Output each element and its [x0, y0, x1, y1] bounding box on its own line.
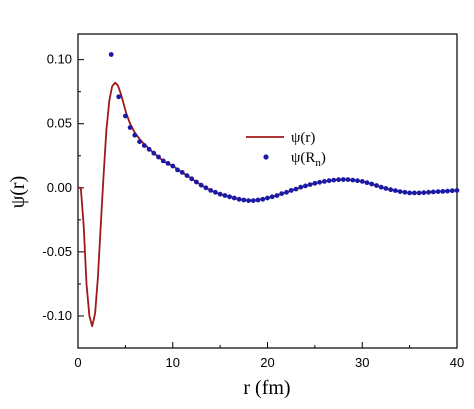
scatter-point-psi-rn [170, 163, 176, 169]
scatter-point-psi-rn [156, 154, 161, 160]
scatter-point-psi-rn [303, 183, 308, 189]
scatter-point-psi-rn [269, 194, 275, 200]
x-tick-label: 0 [74, 355, 81, 370]
scatter-point-psi-rn [241, 197, 247, 203]
scatter-point-psi-rn [116, 94, 122, 100]
scatter-point-psi-rn [449, 188, 455, 194]
scatter-point-psi-rn [160, 158, 166, 164]
scatter-point-psi-rn [322, 179, 327, 184]
legend-label-line: ψ(r) [291, 130, 315, 146]
legend-label-dots: ψ(Rn) [291, 150, 326, 169]
scatter-point-psi-rn [430, 189, 436, 195]
scatter-point-psi-rn [407, 190, 412, 196]
scatter-point-psi-rn [123, 113, 128, 119]
scatter-point-psi-rn [421, 190, 427, 196]
scatter-point-psi-rn [279, 191, 285, 197]
scatter-point-psi-rn [416, 190, 422, 196]
y-tick-label: -0.05 [42, 244, 72, 259]
scatter-point-psi-rn [227, 194, 233, 200]
y-tick-label: 0.05 [47, 116, 72, 131]
y-tick-label: -0.10 [42, 308, 72, 323]
scatter-point-psi-rn [345, 177, 351, 183]
scatter-point-psi-rn [236, 196, 242, 202]
scatter-point-psi-rn [165, 161, 171, 166]
scatter-point-psi-rn [132, 132, 138, 138]
legend-label-dots-sub: n [315, 157, 321, 169]
scatter-point-psi-rn [137, 139, 143, 145]
scatter-point-psi-rn [108, 52, 114, 57]
scatter-point-psi-rn [364, 180, 370, 186]
scatter-point-psi-rn [265, 195, 270, 201]
axes-group: 0 10 20 30 40 0.10 0.05 0.00 -0.05 -0.10 [42, 52, 464, 370]
scatter-point-psi-rn [151, 150, 157, 156]
scatter-point-psi-rn [326, 178, 332, 184]
legend-label-dots-suffix: ) [321, 150, 326, 166]
scatter-point-psi-rn [397, 189, 403, 195]
scatter-point-psi-rn [260, 196, 266, 202]
scatter-point-psi-rn [189, 176, 195, 182]
series-line-psi-r [78, 81, 458, 328]
scatter-point-psi-rn [350, 177, 356, 183]
scatter-point-psi-rn [250, 198, 256, 204]
scatter-point-psi-rn [307, 182, 313, 188]
scatter-point-psi-rn [203, 185, 209, 191]
scatter-point-psi-rn [231, 195, 237, 201]
y-tick-label: 0.00 [47, 180, 72, 195]
scatter-point-psi-rn [284, 189, 289, 195]
scatter-point-psi-rn [402, 189, 408, 195]
scatter-point-psi-rn [255, 197, 261, 203]
scatter-point-psi-rn [288, 188, 294, 193]
scatter-point-psi-rn [293, 186, 299, 192]
scatter-point-psi-rn [426, 189, 431, 195]
scatter-point-psi-rn [393, 188, 398, 194]
scatter-point-psi-rn [388, 187, 394, 193]
scatter-point-psi-rn [355, 178, 360, 184]
scatter-point-psi-rn [146, 146, 152, 152]
scatter-point-psi-rn [184, 173, 190, 179]
scatter-point-psi-rn [246, 198, 252, 204]
x-tick-label: 30 [355, 355, 369, 370]
scatter-point-psi-rn [217, 191, 223, 197]
legend: ψ(r) ψ(Rn) [246, 130, 326, 169]
scatter-point-psi-rn [317, 179, 322, 185]
legend-dot-swatch [263, 154, 269, 160]
x-tick-label: 40 [450, 355, 464, 370]
scatter-point-psi-rn [298, 184, 304, 190]
scatter-point-psi-rn [383, 186, 389, 191]
scatter-point-psi-rn [454, 188, 460, 193]
scatter-point-psi-rn [340, 177, 346, 182]
scatter-point-psi-rn [127, 125, 133, 130]
legend-label-dots-main: ψ(R [291, 150, 315, 166]
scatter-point-psi-rn [374, 183, 379, 188]
y-tick-label: 0.10 [47, 52, 72, 67]
x-tick-label: 10 [166, 355, 180, 370]
scatter-point-psi-rn [336, 177, 341, 183]
scatter-point-psi-rn [445, 188, 450, 194]
scatter-point-psi-rn [274, 193, 280, 198]
scatter-point-psi-rn [378, 184, 384, 190]
scatter-point-psi-rn [141, 143, 147, 148]
scatter-point-psi-rn [213, 189, 218, 195]
scatter-point-psi-rn [194, 179, 199, 185]
x-axis-title: r (fm) [243, 377, 290, 399]
x-tick-label: 20 [260, 355, 274, 370]
scatter-point-psi-rn [331, 177, 337, 183]
scatter-point-psi-rn [198, 182, 204, 188]
scatter-point-psi-rn [412, 190, 417, 196]
y-axis-title: ψ(r) [7, 176, 29, 209]
scatter-point-psi-rn [435, 189, 441, 195]
scatter-point-psi-rn [222, 193, 228, 198]
scatter-point-psi-rn [359, 179, 365, 184]
scatter-point-psi-rn [369, 181, 375, 187]
scatter-point-psi-rn [175, 167, 180, 173]
series-group [78, 52, 460, 328]
scatter-point-psi-rn [179, 170, 185, 175]
scatter-point-psi-rn [440, 189, 446, 194]
scatter-point-psi-rn [208, 188, 214, 193]
scatter-point-psi-rn [312, 180, 318, 186]
